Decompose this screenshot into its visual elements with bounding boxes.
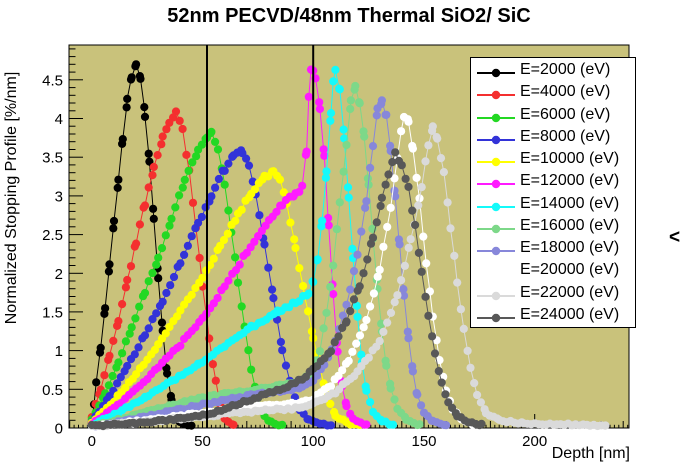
legend-label: E=18000 (eV) [520,239,620,257]
legend-item: E=16000 (eV) [471,215,635,237]
legend-marker-icon [476,132,516,145]
legend-box: E=2000 (eV) E=4000 (eV) E=6000 (eV) E=8000 … [470,57,636,328]
legend-marker-icon [476,110,516,122]
legend-item: E=12000 (eV) [471,170,635,192]
legend-marker-icon [476,87,516,100]
y-tick-label: 2.5 [42,227,63,244]
y-tick-label: 4.5 [42,72,63,89]
legend-marker-icon [476,221,516,234]
y-tick-label: 0 [55,421,63,438]
legend-item: E=14000 (eV) [471,193,635,215]
legend-item: E=2000 (eV) [471,59,635,81]
legend-marker-icon [476,265,516,278]
legend-item: E=22000 (eV) [471,282,635,304]
legend-label: E=6000 (eV) [520,105,611,123]
legend-item: E=18000 (eV) [471,237,635,259]
legend-label: E=24000 (eV) [520,305,620,323]
y-tick-label: 3.5 [42,150,63,167]
legend-marker-icon [476,288,516,300]
series-10000ev [87,167,364,429]
x-tick-label: 150 [411,433,436,450]
legend-marker-icon [476,154,516,167]
axis-tick-labels: 0 50 100 150 200 0 0.5 1 1.5 2 2.5 3 3.5 4 4.5 [42,72,547,450]
chart-title: 52nm PECVD/48nm Thermal SiO2/ SiC [167,5,531,27]
legend-marker-icon [476,199,516,211]
y-tick-label: 3 [55,188,63,205]
legend-label: E=14000 (eV) [520,194,620,212]
x-tick-label: 50 [194,433,211,450]
legend-label: E=20000 (eV) [520,261,620,279]
y-tick-label: 4 [55,111,63,128]
legend-item: E=8000 (eV) [471,126,635,148]
x-tick-label: 100 [301,433,326,450]
y-tick-label: 0.5 [42,382,63,399]
legend-label: E=8000 (eV) [520,127,611,145]
legend-marker-icon [476,310,516,323]
y-tick-label: 2 [55,266,63,283]
x-tick-label: 0 [88,433,96,450]
legend-label: E=4000 (eV) [520,83,611,101]
x-tick-label: 200 [522,433,547,450]
collapse-arrow-glyph: < [669,227,681,248]
legend-marker-icon [476,243,516,256]
legend-label: E=10000 (eV) [520,150,620,168]
y-tick-label: 1 [55,343,63,360]
legend-label: E=16000 (eV) [520,216,620,234]
legend-label: E=12000 (eV) [520,172,620,190]
legend-label: E=2000 (eV) [520,61,611,79]
x-axis-title: Depth [nm] [551,445,630,462]
y-tick-label: 1.5 [42,304,63,321]
legend-item: E=6000 (eV) [471,104,635,126]
legend-item: E=4000 (eV) [471,81,635,103]
legend-marker-icon [476,65,516,78]
series-24000ev [87,148,486,431]
legend-item: E=10000 (eV) [471,148,635,170]
legend-label: E=22000 (eV) [520,283,620,301]
legend-marker-icon [476,176,516,189]
legend-item: E=24000 (eV) [471,304,635,326]
legend-item: E=20000 (eV) [471,259,635,281]
